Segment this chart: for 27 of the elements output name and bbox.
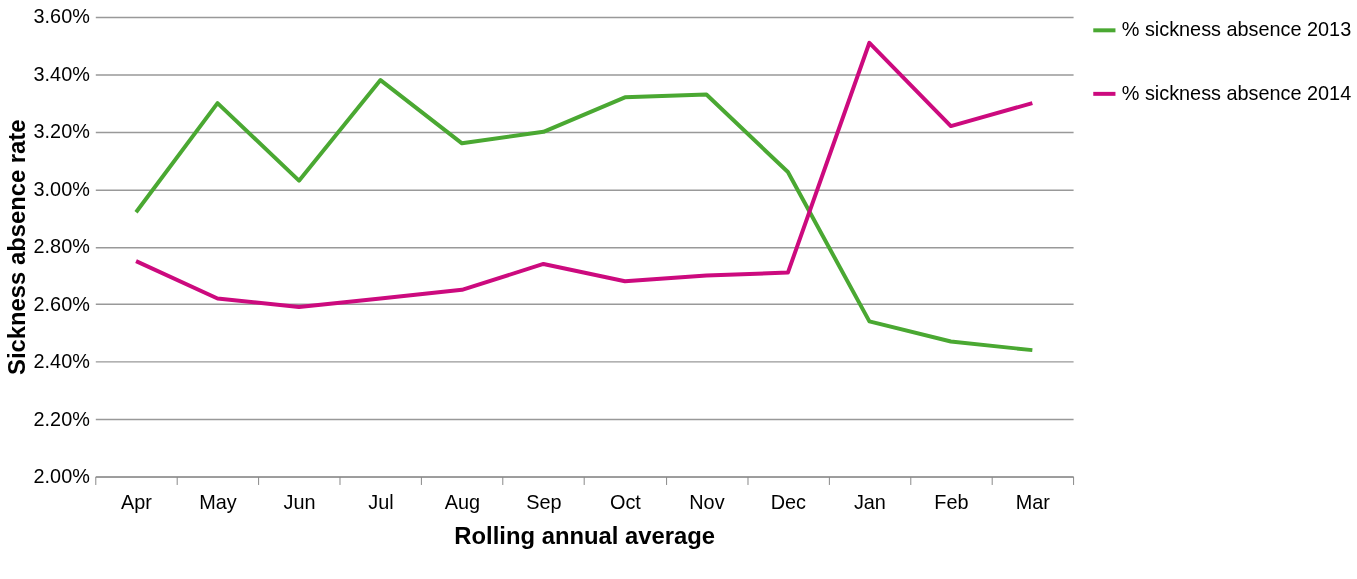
y-tick-label: 2.00% — [33, 464, 90, 487]
line-series — [134, 40, 1035, 310]
x-tick-label: Apr — [121, 490, 153, 513]
y-tick-label: 3.20% — [33, 120, 90, 143]
x-tick-label: Aug — [444, 490, 481, 513]
line-series — [134, 78, 1035, 353]
y-tick-label: 3.00% — [33, 177, 90, 200]
x-tick-label: May — [199, 490, 237, 513]
x-tick-label: Jun — [283, 490, 316, 513]
x-tick-label: Nov — [689, 490, 725, 513]
x-tick-label: Dec — [770, 490, 807, 513]
x-tick-label: Oct — [610, 490, 642, 513]
y-tick-label: 2.80% — [33, 235, 90, 258]
y-tick-label: 3.40% — [33, 62, 90, 85]
legend-label: % sickness absence 2013 — [1121, 18, 1352, 41]
y-tick-label: 2.20% — [33, 407, 90, 430]
x-tick-label: Jul — [368, 490, 394, 513]
x-tick-label: Feb — [934, 490, 969, 513]
y-tick-label: 2.60% — [33, 292, 90, 315]
x-axis-title: Rolling annual average — [454, 521, 716, 549]
x-tick-label: Sep — [526, 490, 562, 513]
y-tick-label: 3.60% — [33, 5, 90, 28]
x-tick-label: Jan — [853, 490, 886, 513]
y-tick-label: 2.40% — [33, 350, 90, 373]
legend-label: % sickness absence 2014 — [1121, 81, 1352, 104]
x-tick-label: Mar — [1015, 490, 1051, 513]
y-axis-title: Sickness absence rate — [2, 119, 30, 375]
